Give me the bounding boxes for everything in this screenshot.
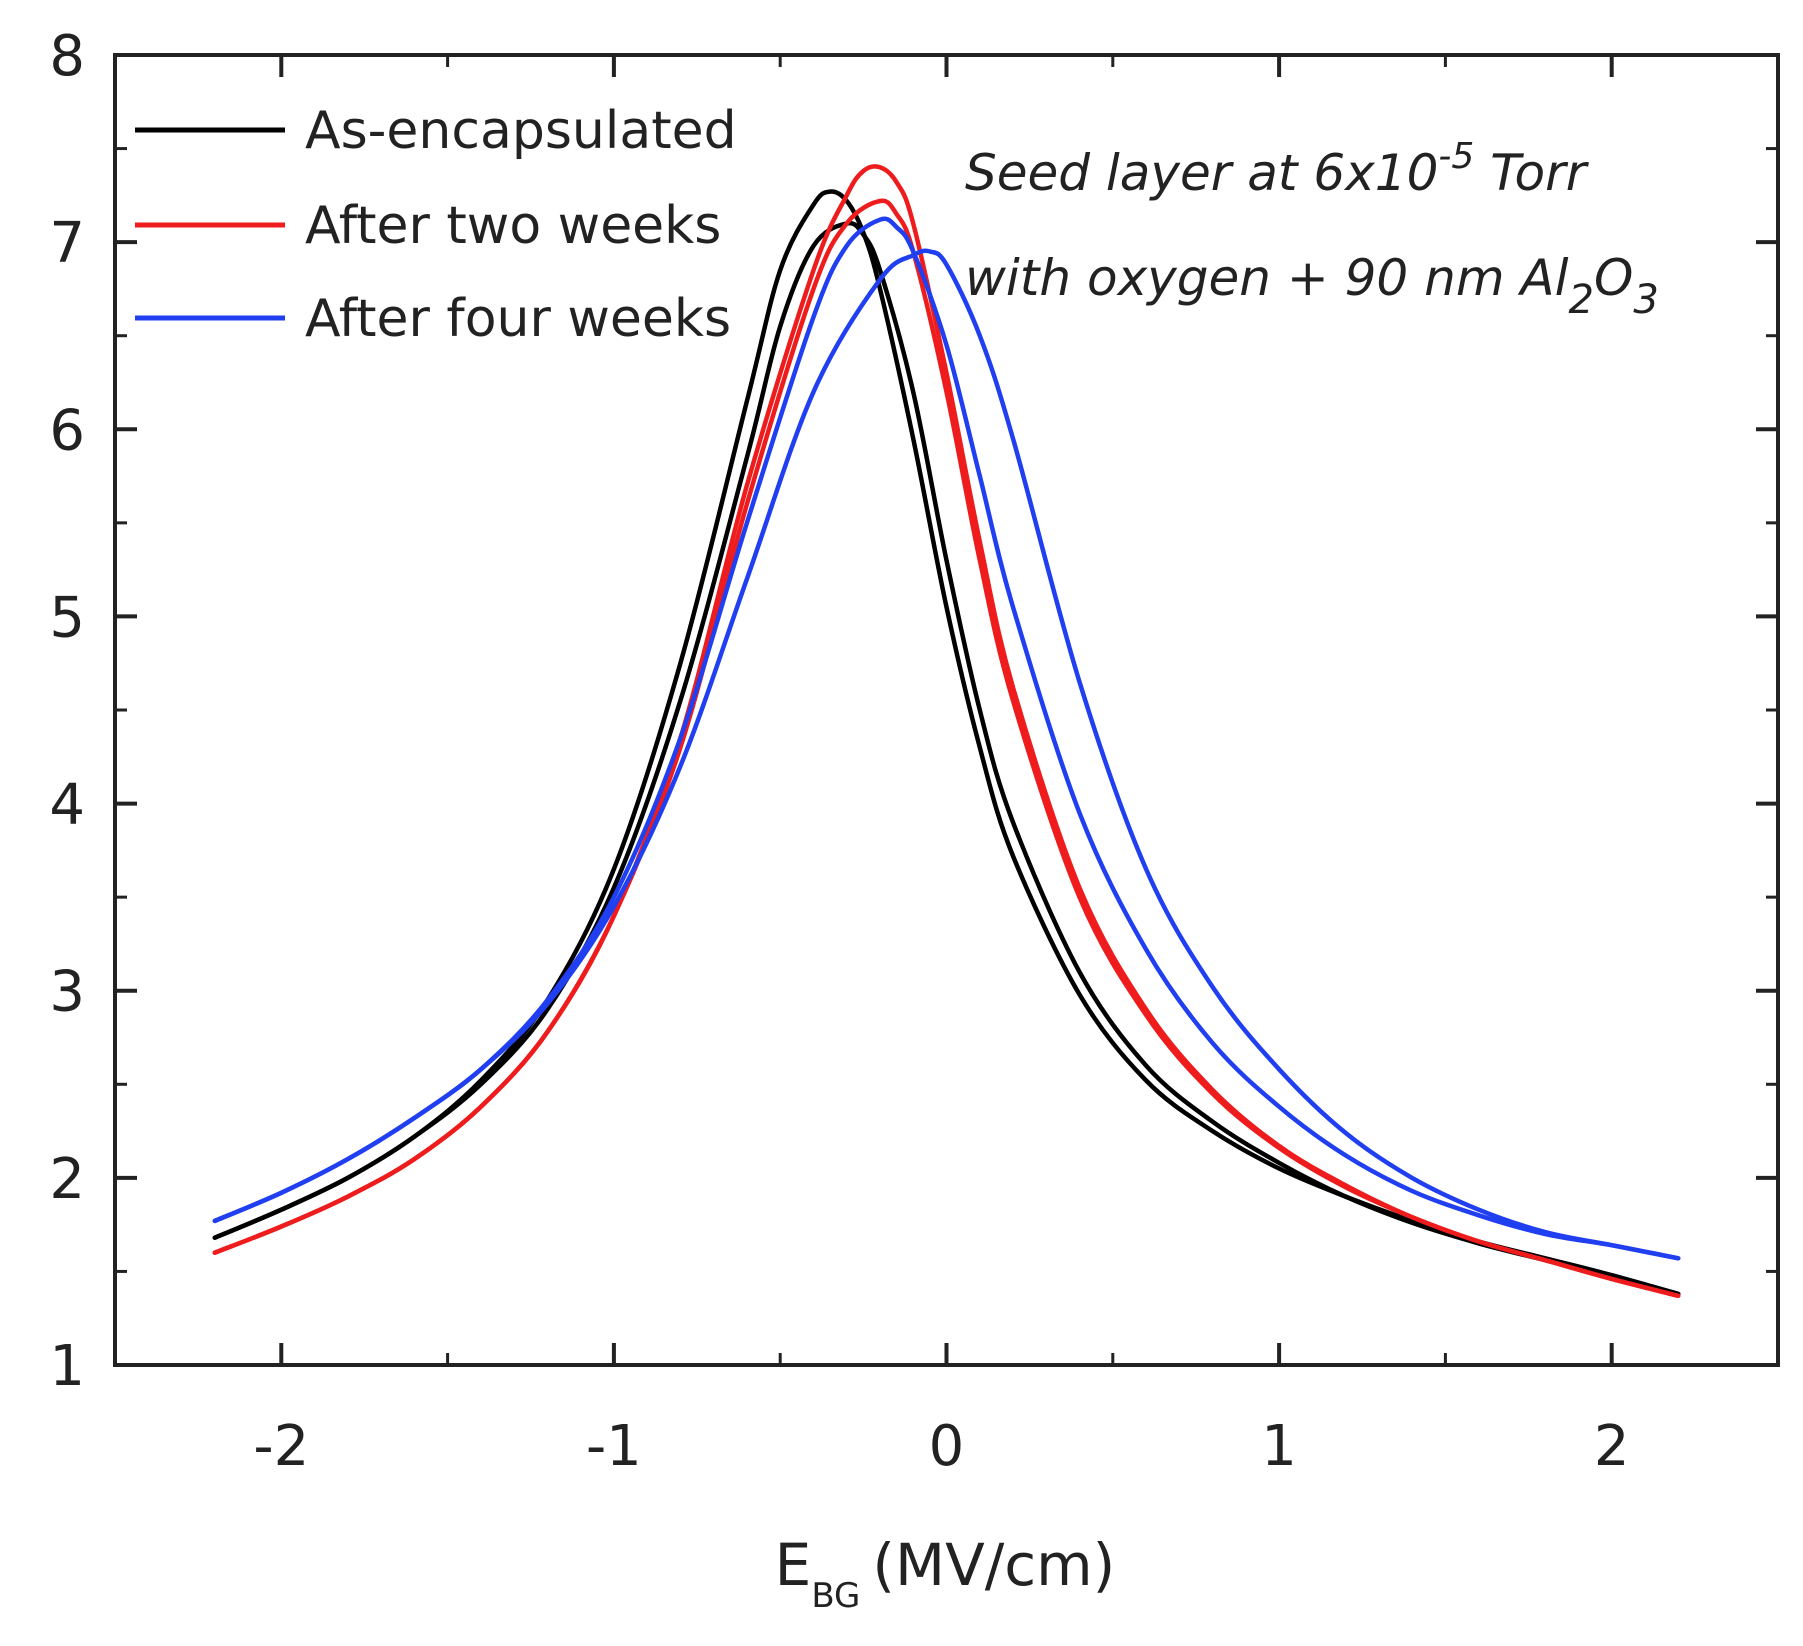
x-tick-label: -1 bbox=[586, 1414, 642, 1479]
legend-label: After two weeks bbox=[305, 196, 721, 256]
annotation-line-1: Seed layer at 6x10-5 Torr bbox=[965, 136, 1590, 202]
x-tick-label: -2 bbox=[253, 1414, 309, 1479]
ticks-layer: -2 -1 0 1 2 1 2 3 4 5 6 7 8 bbox=[49, 24, 1778, 1479]
y-tick-label: 7 bbox=[49, 211, 85, 276]
y-tick-label: 1 bbox=[49, 1334, 85, 1399]
series-3-curve-2 bbox=[212, 248, 1681, 1261]
annotation: Seed layer at 6x10-5 Torr with oxygen + … bbox=[965, 136, 1659, 323]
y-tick-label: 2 bbox=[49, 1147, 85, 1212]
x-tick-label: 2 bbox=[1594, 1414, 1630, 1479]
y-tick-label: 3 bbox=[49, 960, 85, 1025]
x-axis-title: EBG (MV/cm) bbox=[775, 1531, 1116, 1616]
legend-label: After four weeks bbox=[305, 289, 731, 349]
x-tick-label: 0 bbox=[929, 1414, 965, 1479]
plot-frame bbox=[113, 53, 1780, 1367]
legend-label: As-encapsulated bbox=[305, 101, 737, 161]
y-tick-label: 6 bbox=[49, 398, 85, 463]
legend: As-encapsulated After two weeks After four… bbox=[135, 101, 737, 349]
y-tick-label: 4 bbox=[49, 773, 85, 838]
y-tick-label: 8 bbox=[49, 24, 85, 89]
y-tick-label: 5 bbox=[49, 585, 85, 650]
series-layer bbox=[212, 164, 1681, 1299]
x-tick-label: 1 bbox=[1261, 1414, 1297, 1479]
series-1-curve-2 bbox=[212, 220, 1681, 1297]
annotation-line-2: with oxygen + 90 nm Al2O3 bbox=[965, 249, 1659, 323]
